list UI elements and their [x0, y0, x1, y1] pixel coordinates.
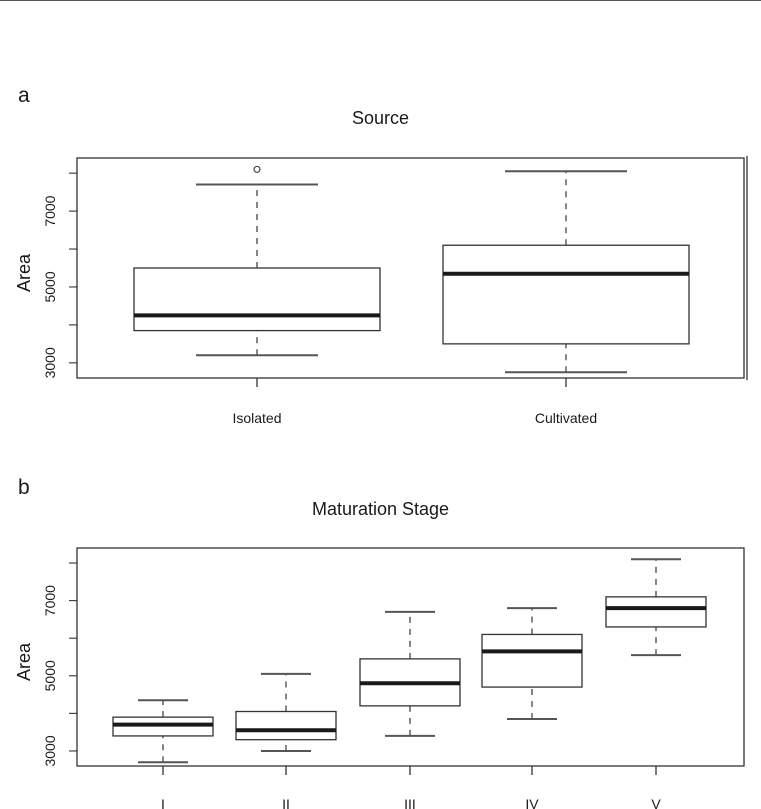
- plot-frame: [76, 157, 745, 379]
- chart-title: Source: [352, 108, 409, 128]
- y-tick-label: 5000: [42, 660, 58, 691]
- y-tick-label: 3000: [42, 735, 58, 766]
- x-tick-label: IV: [525, 796, 539, 809]
- y-tick-label: 7000: [42, 585, 58, 616]
- y-axis-label: Area: [14, 253, 34, 292]
- x-tick-label: V: [651, 796, 661, 809]
- box-iqr: [605, 596, 707, 628]
- y-tick-label: 5000: [42, 271, 58, 302]
- x-tick-label: I: [161, 796, 165, 809]
- box-i: [112, 699, 214, 764]
- box-iqr: [133, 267, 381, 332]
- panel-label-b: b: [18, 476, 30, 499]
- x-tick-label: III: [404, 796, 416, 809]
- box-v: [605, 558, 707, 657]
- top-divider: [0, 0, 761, 1]
- y-axis-label: Area: [14, 642, 34, 681]
- y-tick-label: 7000: [42, 195, 58, 226]
- outlier-point: [253, 165, 261, 173]
- y-tick-label: 3000: [42, 347, 58, 378]
- box-iii: [359, 610, 461, 737]
- box-ii: [235, 672, 337, 752]
- box-iqr: [235, 710, 337, 741]
- box-cultivated: [442, 170, 690, 374]
- x-tick-label: Isolated: [232, 410, 281, 426]
- chart-title: Maturation Stage: [312, 499, 449, 519]
- x-tick-label: II: [282, 796, 290, 809]
- x-tick-label: Cultivated: [535, 410, 597, 426]
- panel-label-a: a: [18, 84, 30, 107]
- box-iqr: [442, 244, 690, 345]
- box-isolated: [133, 165, 381, 357]
- box-iqr: [481, 633, 583, 688]
- box-iv: [481, 607, 583, 721]
